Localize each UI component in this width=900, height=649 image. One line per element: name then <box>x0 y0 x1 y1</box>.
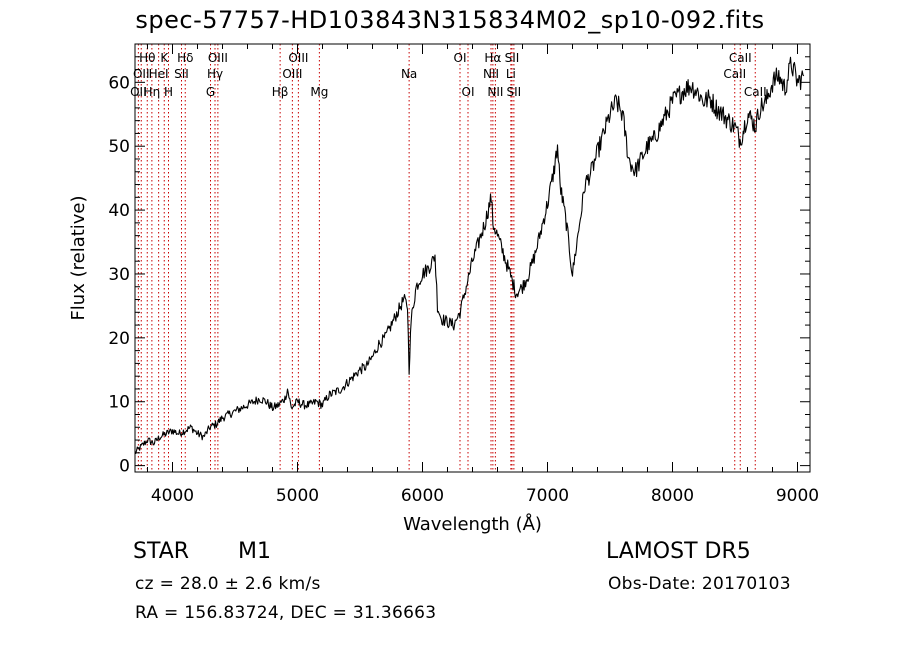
spectrum-line <box>134 56 805 454</box>
line-marker-label: Hα <box>484 51 501 65</box>
line-marker-label: SII <box>507 85 522 99</box>
line-marker-label: OI <box>462 85 475 99</box>
object-class: STAR <box>133 539 190 564</box>
y-tick-label: 60 <box>108 73 130 93</box>
line-marker-label: OI <box>454 51 467 65</box>
spectrum-series <box>134 56 805 454</box>
chart-title: spec-57757-HD103843N315834M02_sp10-092.f… <box>135 6 765 34</box>
obs-date: Obs-Date: 20170103 <box>608 574 791 594</box>
line-marker-label: Li <box>506 67 516 81</box>
coordinates: RA = 156.83724, DEC = 31.36663 <box>135 603 437 623</box>
line-marker-label: Mg <box>310 85 328 99</box>
line-marker-label: OIII <box>282 67 302 81</box>
y-tick-label: 20 <box>108 329 130 349</box>
line-marker-label: Hθ <box>139 51 155 65</box>
line-marker-label: OIII <box>288 51 308 65</box>
line-marker-label: H <box>164 85 173 99</box>
line-marker-label: Hβ <box>272 85 289 99</box>
survey-name: LAMOST DR5 <box>606 539 751 564</box>
axis-labels: 4000 5000 6000 7000 8000 9000 0 10 20 30 40 50 60 Wav… <box>68 51 819 535</box>
line-marker-label: SII <box>174 67 189 81</box>
x-tick-label: 8000 <box>651 486 694 506</box>
line-marker-label: CaII <box>723 67 746 81</box>
axes <box>134 43 811 473</box>
line-marker-label: CaII <box>744 85 767 99</box>
line-marker-label: OIII <box>208 51 228 65</box>
y-tick-label: 30 <box>108 265 130 285</box>
y-tick-label: 10 <box>108 393 130 413</box>
x-tick-label: 5000 <box>276 486 319 506</box>
line-marker-label: HeI <box>149 67 169 81</box>
object-subclass: M1 <box>238 539 271 564</box>
plot-frame <box>134 43 811 473</box>
y-tick-label: 50 <box>108 137 130 157</box>
line-marker-label: Hγ <box>207 67 223 81</box>
redshift-info: cz = 28.0 ± 2.6 km/s <box>135 574 321 594</box>
line-marker-label: Hδ <box>177 51 193 65</box>
line-marker-label: K <box>160 51 169 65</box>
line-marker-label: NII <box>483 67 499 81</box>
x-axis-label: Wavelength (Å) <box>403 513 542 535</box>
line-marker-label: OII <box>130 85 147 99</box>
line-marker-label: Na <box>401 67 417 81</box>
x-tick-label: 9000 <box>776 486 819 506</box>
line-markers <box>137 44 756 472</box>
line-marker-label: Hη <box>144 85 161 99</box>
x-tick-label: 4000 <box>151 486 194 506</box>
line-marker-label: G <box>206 85 215 99</box>
line-marker-label: OII <box>133 67 150 81</box>
y-tick-label: 40 <box>108 201 130 221</box>
x-tick-label: 7000 <box>526 486 569 506</box>
line-marker-label: NII <box>487 85 503 99</box>
line-marker-label: SII <box>505 51 520 65</box>
x-tick-label: 6000 <box>401 486 444 506</box>
y-tick-label: 0 <box>119 457 130 477</box>
line-marker-label: CaII <box>729 51 752 65</box>
y-axis-label: Flux (relative) <box>68 195 89 320</box>
